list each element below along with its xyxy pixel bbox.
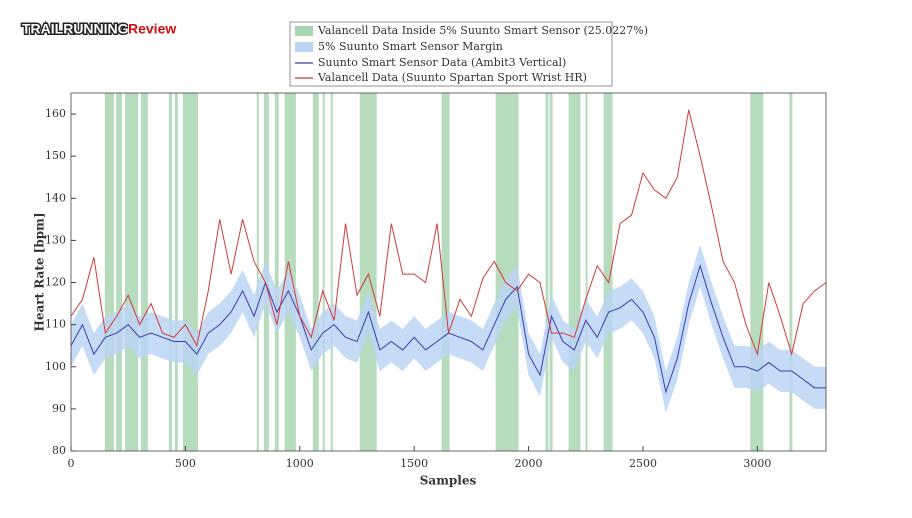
x-axis-label: Samples <box>420 474 477 488</box>
legend-label: 5% Suunto Smart Sensor Margin <box>318 40 503 53</box>
match-band <box>568 93 581 451</box>
legend-box <box>289 21 613 87</box>
y-tick-label: 120 <box>45 276 66 289</box>
match-band <box>495 93 519 451</box>
legend-swatch <box>295 26 313 36</box>
series-line <box>70 109 827 357</box>
x-tick-label: 2000 <box>515 457 543 470</box>
y-tick-label: 140 <box>45 191 66 204</box>
match-band <box>182 93 198 451</box>
plot-frame <box>70 92 827 452</box>
x-tick-label: 1500 <box>400 457 428 470</box>
match-band <box>312 93 319 451</box>
match-band <box>549 93 553 451</box>
y-tick-label: 160 <box>45 107 66 120</box>
y-tick-label: 150 <box>45 149 66 162</box>
legend-swatch <box>295 42 313 52</box>
match-band <box>545 93 549 451</box>
x-tick-label: 3000 <box>743 457 771 470</box>
y-tick-label: 110 <box>45 318 66 331</box>
match-band <box>603 93 613 451</box>
x-tick-label: 0 <box>68 457 75 470</box>
y-axis-label: Heart Rate [bpm] <box>33 212 47 331</box>
legend-label: Valancell Data Inside 5% Suunto Smart Se… <box>317 24 648 37</box>
x-tick-label: 2500 <box>629 457 657 470</box>
match-band <box>750 93 764 451</box>
watermark: Review <box>128 21 176 37</box>
match-band <box>116 93 123 451</box>
match-band <box>256 93 259 451</box>
watermark: TRAILRUNNING <box>22 21 129 37</box>
match-band <box>274 93 279 451</box>
legend-label: Suunto Smart Sensor Data (Ambit3 Vertica… <box>318 56 566 69</box>
match-band <box>359 93 377 451</box>
match-band <box>322 93 325 451</box>
y-tick-label: 80 <box>52 444 66 457</box>
match-band <box>441 93 450 451</box>
match-band <box>789 93 793 451</box>
match-band <box>174 93 178 451</box>
y-tick-label: 90 <box>52 402 66 415</box>
match-band <box>104 93 115 451</box>
legend-label: Valancell Data (Suunto Spartan Sport Wri… <box>317 71 587 84</box>
y-tick-label: 130 <box>45 233 66 246</box>
x-tick-label: 1000 <box>286 457 314 470</box>
match-band <box>141 93 148 451</box>
match-band <box>585 93 588 451</box>
match-band <box>330 93 333 451</box>
match-band <box>124 93 139 451</box>
x-tick-label: 500 <box>175 457 196 470</box>
y-tick-label: 100 <box>45 360 66 373</box>
match-band <box>168 93 172 451</box>
